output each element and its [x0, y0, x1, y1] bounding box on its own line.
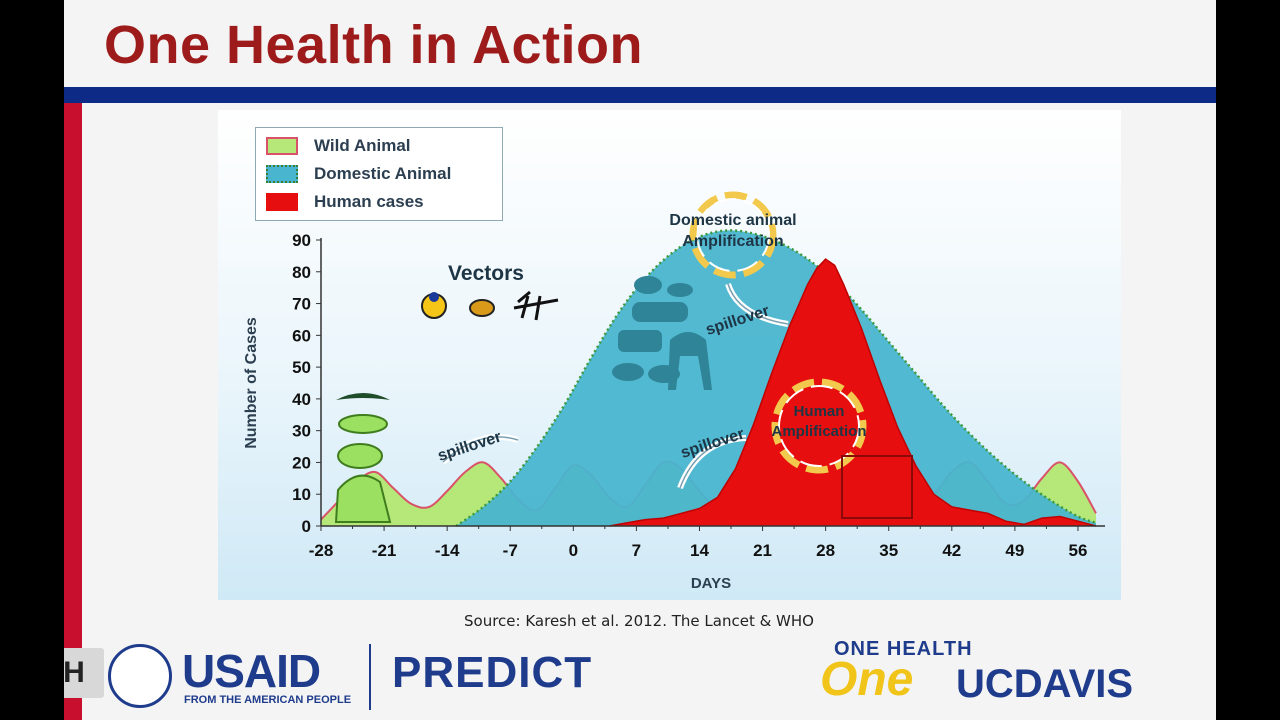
y-tick-label: 80 — [292, 263, 311, 282]
x-tick-label: 7 — [632, 541, 641, 560]
legend-label-wild-animal: Wild Animal — [314, 136, 411, 155]
x-tick-label: 56 — [1069, 541, 1088, 560]
x-tick-label: -21 — [372, 541, 397, 560]
legend-label-human-cases: Human cases — [314, 192, 424, 211]
y-tick-label: 60 — [292, 326, 311, 345]
y-tick-label: 20 — [292, 453, 311, 472]
area-human-cases-outline — [609, 258, 1097, 527]
human-amplification-label: Human — [794, 403, 845, 420]
tick-head-icon — [429, 292, 439, 302]
usaid-tagline: FROM THE AMERICAN PEOPLE — [184, 694, 352, 706]
title-underline-bar — [64, 87, 1216, 103]
human-amplification-cycle-icon-inner — [778, 385, 860, 467]
logo-divider — [369, 644, 371, 710]
y-tick-label: 70 — [292, 295, 311, 314]
source-citation: Source: Karesh et al. 2012. The Lancet &… — [464, 612, 814, 630]
legend-item-domestic-animal: Domestic Animal — [266, 162, 451, 186]
x-tick-label: 28 — [816, 541, 835, 560]
legend-swatch-wild-animal — [266, 137, 298, 155]
bat-icon — [336, 393, 390, 400]
chart-panel: 0 10 20 30 40 50 60 70 80 90 -28 -21 -14 -7 0 7 14 21 28 35… — [218, 110, 1121, 600]
human-amplification-label-2: Amplification — [771, 423, 866, 440]
sheep-icon — [612, 363, 644, 381]
nih-logo: NIH — [64, 648, 104, 698]
y-tick-label: 10 — [292, 485, 311, 504]
legend-swatch-human-cases — [266, 193, 298, 211]
x-tick-label: 14 — [690, 541, 709, 560]
one-logo-text: One — [820, 653, 914, 706]
y-tick-label: 0 — [302, 517, 311, 536]
pig-icon — [632, 302, 688, 322]
spillover-label-1: spillover — [436, 428, 504, 465]
x-tick-label: 49 — [1005, 541, 1024, 560]
x-axis-label: DAYS — [691, 575, 731, 592]
legend-item-human-cases: Human cases — [266, 190, 424, 214]
x-tick-label: 21 — [753, 541, 772, 560]
gorilla-icon — [334, 474, 392, 523]
cases-area-chart: 0 10 20 30 40 50 60 70 80 90 -28 -21 -14 -7 0 7 14 21 28 35… — [243, 191, 1105, 592]
predict-logo: PREDICT — [392, 648, 593, 697]
domestic-amplification-cycle-icon-inner — [696, 198, 770, 272]
one-health-logo-text: ONE HEALTH — [834, 638, 973, 660]
chart-legend: Wild Animal Domestic Animal Human cases — [255, 127, 503, 221]
mosquito-vector-icon — [513, 290, 559, 321]
monkey-icon — [337, 443, 383, 469]
x-tick-label: -14 — [435, 541, 460, 560]
y-tick-label: 90 — [292, 231, 311, 250]
chicken-icon — [634, 276, 662, 294]
domestic-amplification-label-2: Amplification — [682, 233, 783, 250]
cow-icon — [618, 330, 662, 352]
spillover-arrow-3-outline — [727, 283, 789, 325]
spillover-arrow-2-outline — [679, 437, 747, 489]
human-amplification-cycle-icon — [771, 378, 867, 474]
legend-swatch-domestic-animal — [266, 165, 298, 183]
slide-title: One Health in Action — [104, 15, 644, 75]
spillover-arrow-1-outline — [442, 436, 519, 463]
left-accent-bar — [64, 103, 82, 720]
goat-icon — [648, 365, 680, 383]
duck-icon — [667, 283, 693, 297]
y-tick-label: 50 — [292, 358, 311, 377]
slide: One Health in Action 0 10 20 30 40 50 60 70 80 90… — [64, 0, 1216, 720]
domestic-amplification-cycle-icon — [689, 191, 777, 279]
hospital-building-icon — [841, 455, 913, 519]
flea-vector-icon — [469, 299, 495, 317]
y-tick-label: 30 — [292, 422, 311, 441]
x-tick-label: -7 — [503, 541, 518, 560]
x-tick-label: 42 — [942, 541, 961, 560]
rodent-icon — [338, 414, 388, 434]
legend-label-domestic-animal: Domestic Animal — [314, 164, 452, 183]
camel-icon — [668, 332, 712, 390]
vectors-label: Vectors — [448, 262, 524, 285]
footer-logos: NIH USAID FROM THE AMERICAN PEOPLE PREDI… — [64, 630, 1216, 720]
x-tick-label: 35 — [879, 541, 898, 560]
ucdavis-logo: UCDAVIS — [956, 662, 1134, 706]
usaid-seal-icon — [108, 644, 172, 708]
usaid-logo: USAID — [182, 645, 321, 697]
legend-item-wild-animal: Wild Animal — [266, 134, 411, 158]
x-tick-label: 0 — [569, 541, 578, 560]
x-tick-label: -28 — [309, 541, 334, 560]
y-tick-label: 40 — [292, 390, 311, 409]
domestic-amplification-label: Domestic animal — [669, 212, 796, 229]
y-axis-label: Number of Cases — [243, 317, 260, 449]
